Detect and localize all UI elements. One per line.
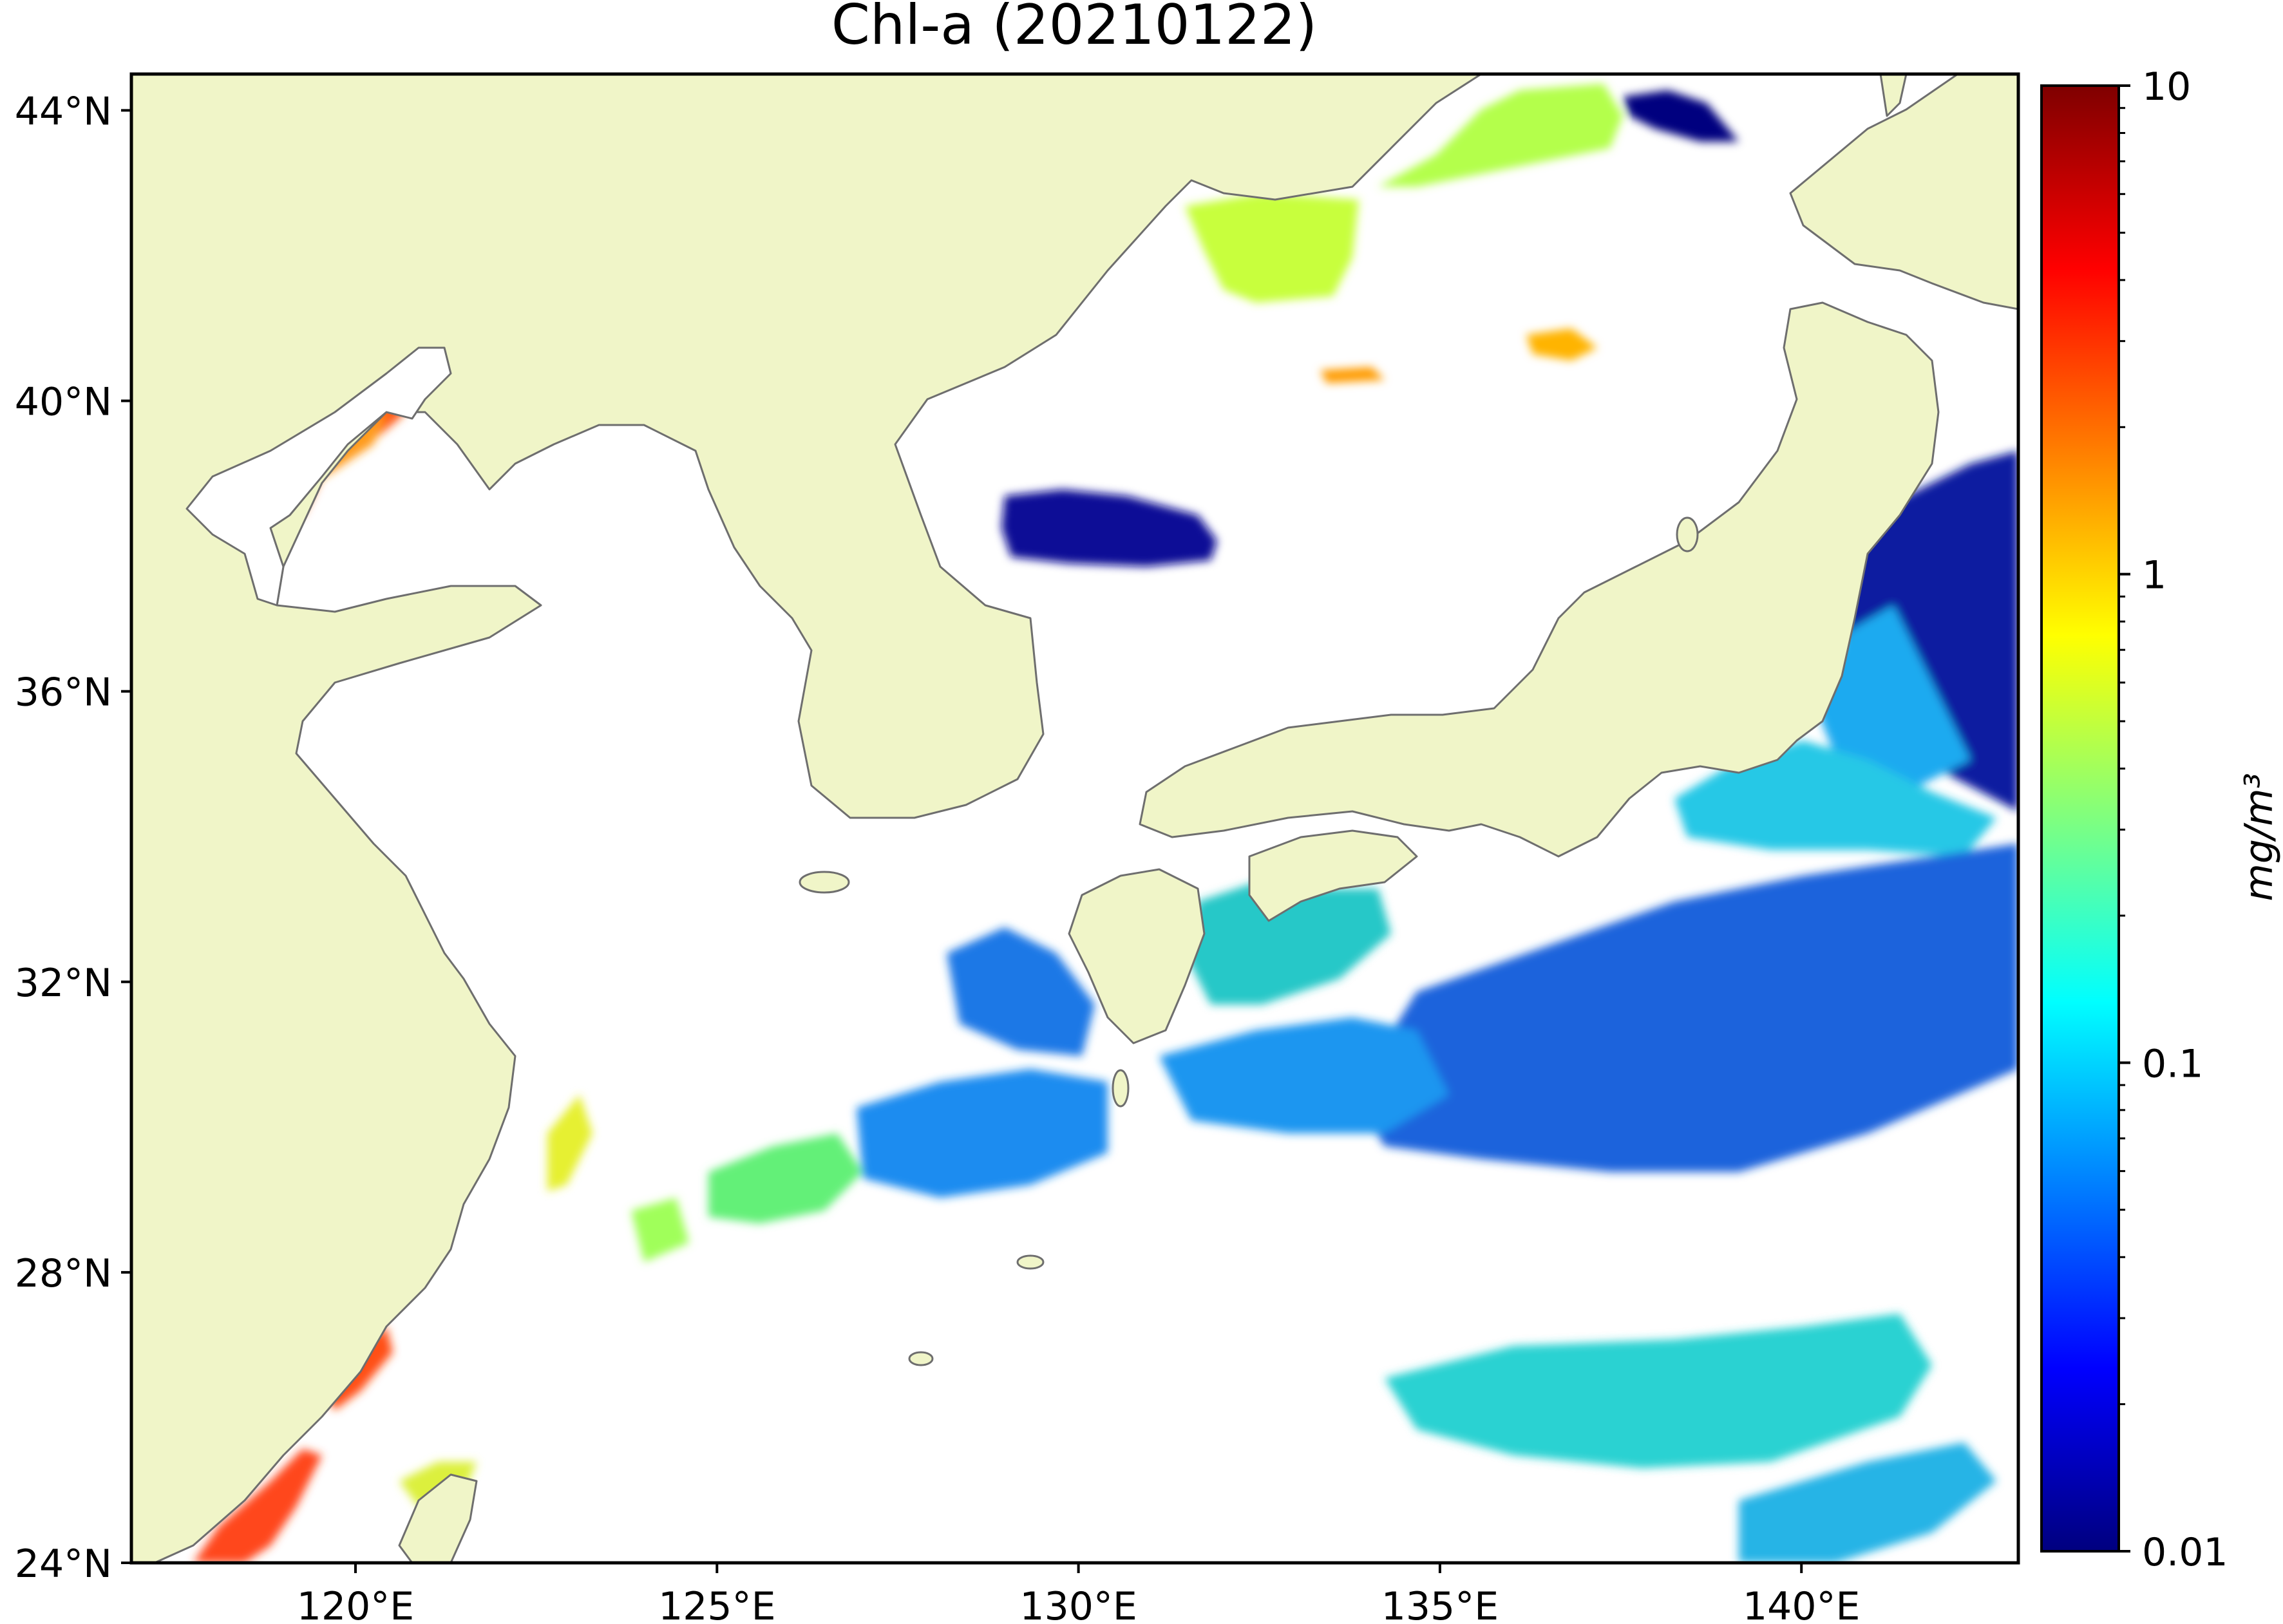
colorbar-tick-label: 0.1 xyxy=(2142,1041,2203,1086)
chl-patch-ecs-blue xyxy=(857,1069,1108,1198)
land-tanegashima xyxy=(1112,1069,1130,1108)
longitude-tick-label: 140°E xyxy=(1743,1584,1860,1624)
land-hokkaido xyxy=(1789,74,2018,310)
chl-patch-eastsea-north xyxy=(1378,84,1623,187)
map-title: Chl-a (20210122) xyxy=(831,0,1317,57)
land-sakhalin xyxy=(1879,74,1908,117)
chl-patch-ecs-yellow xyxy=(547,1095,592,1191)
chl-patch-eastsea-north2 xyxy=(1623,90,1739,142)
longitude-ticks: 120°E 125°E 130°E 135°E 140°E xyxy=(297,1563,1860,1624)
land-jeju xyxy=(799,871,850,894)
latitude-tick-label: 36°N xyxy=(15,670,112,715)
land-amami xyxy=(1016,1254,1045,1270)
chlorophyll-layer xyxy=(174,84,2018,1563)
colorbar-unit-label: mg/m³ xyxy=(2237,773,2282,901)
latitude-tick-label: 28°N xyxy=(15,1251,112,1296)
land-sado xyxy=(1676,516,1699,552)
map-frame xyxy=(129,72,2020,1565)
longitude-tick-label: 120°E xyxy=(297,1584,414,1624)
colorbar-ticks: 10 1 0.1 0.01 xyxy=(2119,64,2228,1575)
longitude-tick-label: 135°E xyxy=(1381,1584,1499,1624)
latitude-tick-label: 44°N xyxy=(15,89,112,134)
chl-patch-kyushu-west xyxy=(947,927,1095,1056)
chl-patch-tokai-coast xyxy=(1674,741,1996,856)
chl-patch-south-cyan xyxy=(1385,1314,1932,1468)
chl-patch-pacific-ne-edge xyxy=(1816,605,1971,792)
chl-patch-yellowsea-lowchl xyxy=(1001,489,1217,567)
latitude-ticks: 44°N 40°N 36°N 32°N 28°N 24°N xyxy=(15,89,131,1587)
chl-patch-kuroshio-band xyxy=(1352,844,2018,1172)
colorbar-tick-label: 10 xyxy=(2142,64,2191,109)
land-asia-mainland xyxy=(131,74,1483,1563)
land-shikoku xyxy=(1248,829,1418,922)
chl-patch-eastsea-mid2 xyxy=(1320,367,1385,383)
chl-patch-ecs-green2 xyxy=(631,1198,689,1262)
map-content xyxy=(131,74,2018,1563)
chl-patch-kuroshio-west xyxy=(1159,1017,1449,1133)
colorbar-tick-label: 1 xyxy=(2142,553,2166,598)
chl-patch-china-coast xyxy=(193,1449,322,1563)
chl-patch-eastsea-peter xyxy=(1185,193,1359,303)
land-honshu xyxy=(1139,301,1940,858)
colorbar-tick-label: 0.01 xyxy=(2142,1530,2228,1575)
chl-patch-shikoku-south xyxy=(1185,882,1391,1005)
chl-patch-ecs-green xyxy=(708,1133,863,1223)
chl-patch-eastsea-mid xyxy=(1526,328,1597,361)
latitude-tick-label: 40°N xyxy=(15,380,112,425)
land-taiwan xyxy=(398,1473,478,1563)
land-kyushu xyxy=(1068,868,1206,1044)
land-layer xyxy=(131,74,2018,1563)
latitude-tick-label: 32°N xyxy=(15,961,112,1006)
longitude-tick-label: 125°E xyxy=(658,1584,775,1624)
chl-patch-south-se xyxy=(1739,1442,1996,1563)
latitude-tick-label: 24°N xyxy=(15,1542,112,1587)
water-bohai xyxy=(185,346,452,607)
longitude-tick-label: 130°E xyxy=(1019,1584,1137,1624)
colorbar-gradient xyxy=(2040,84,2120,1553)
land-okinawa xyxy=(908,1351,934,1366)
colorbar: 10 1 0.1 0.01 mg/m³ xyxy=(2040,64,2282,1575)
